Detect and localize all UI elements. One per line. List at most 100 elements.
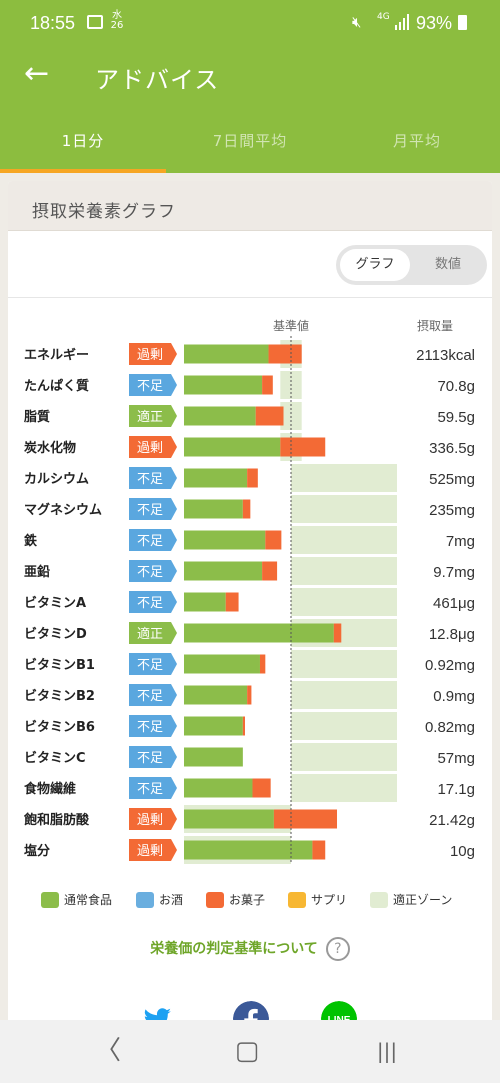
snack-bar [242,716,245,736]
legend-swatch [370,891,388,908]
status-label: 不足 [137,720,163,735]
amount-value: 336.5g [429,440,475,457]
nutrient-name: 飽和脂肪酸 [23,812,90,828]
nutrient-card: 摂取栄養素グラフ グラフ 数値 基準値 摂取量 エネルギー 過剰 2113kcal たんぱ… [8,181,492,1081]
snack-bar [247,685,252,705]
nutrient-name: 鉄 [24,533,37,549]
app-bar: ← アドバイス [0,48,500,110]
amount-value: 10g [450,843,475,860]
status-badge [129,808,177,830]
food-bar [184,778,253,798]
legend-item: お菓子 [206,891,265,908]
status-label: 過剰 [137,441,163,456]
amount-value: 0.82mg [425,719,475,736]
help-icon[interactable]: ? [325,937,350,961]
status-badge [129,560,177,582]
status-badge [129,467,177,489]
food-bar [184,437,281,457]
amount-value: 12.8μg [429,626,475,643]
legend-label: お菓子 [229,893,266,907]
nutrient-name: 炭水化物 [24,440,76,456]
status-label: 不足 [137,534,163,549]
legend-swatch [288,891,306,908]
legend-swatch [136,891,154,908]
food-bar [184,716,243,736]
food-bar [184,530,266,550]
legend-item: サプリ [288,891,347,908]
nutrient-name: 塩分 [24,843,50,859]
nutrient-name: カルシウム [24,472,89,487]
status-badge [129,839,177,861]
nutrient-name: ビタミンB2 [24,688,95,704]
food-bar [184,375,263,395]
status-label: 過剰 [137,844,163,859]
snack-bar [280,437,326,457]
legend-item: お酒 [136,891,183,908]
battery-level: 93% [415,13,452,33]
zone-bar [291,526,397,554]
status-badge [129,684,177,706]
snack-bar [312,840,326,860]
snack-bar [252,778,271,798]
status-label: 過剰 [137,348,163,363]
nav-recents-icon[interactable]: ||| [376,1039,398,1063]
status-badge [129,591,177,613]
tab-7day-average[interactable]: 7日間平均 [212,132,288,150]
nutrient-name: エネルギー [24,347,89,363]
status-time: 18:55 [30,13,76,33]
snack-bar [262,561,278,581]
chart-legend: 通常食品 お酒 お菓子 サプリ 適正ゾーン [8,891,492,911]
nutrient-name: ビタミンB6 [24,719,95,735]
signal-icon [395,14,409,30]
zone-bar [291,743,397,771]
status-label: 過剰 [137,813,163,828]
status-badge [129,777,177,799]
amount-value: 0.92mg [425,657,475,674]
graph-view-button[interactable]: グラフ [340,249,410,281]
food-bar [184,468,248,488]
tab-monthly-average[interactable]: 月平均 [392,132,441,150]
status-label: 不足 [137,503,163,518]
status-label: 不足 [137,658,163,673]
food-bar [184,344,269,364]
food-bar [184,623,334,643]
number-view-button[interactable]: 数値 [434,257,461,272]
amount-value: 70.8g [437,378,475,395]
food-bar [184,406,256,426]
criteria-link[interactable]: 栄養価の判定基準について? [8,937,492,961]
zone-bar [291,588,397,616]
nav-home-icon[interactable]: ▢ [234,1036,260,1066]
back-arrow-icon[interactable]: ← [24,56,50,91]
nutrient-name: ビタミンC [24,750,86,766]
battery-icon [458,15,467,30]
snack-bar [262,375,273,395]
criteria-link-text[interactable]: 栄養価の判定基準について [150,941,318,957]
nav-back-icon[interactable]: 〈 [94,1036,121,1066]
status-label: 不足 [137,472,163,487]
amount-value: 9.7mg [433,564,475,581]
snack-bar [273,809,338,829]
snack-bar [268,344,302,364]
food-bar [184,809,274,829]
calendar-icon: 水 26 [110,11,124,31]
legend-swatch [41,891,59,908]
status-bar: 18:55 水 26 🔇︎ 4G 93% [0,0,500,48]
status-badge [129,498,177,520]
network-type: 4G [377,12,390,22]
status-label: 適正 [137,626,163,642]
status-badge [129,746,177,768]
legend-item: 適正ゾーン [370,891,452,908]
snack-bar [247,468,258,488]
nutrient-name: たんぱく質 [24,378,89,394]
period-tabs: 1日分 7日間平均 月平均 [0,110,500,173]
calendar-weekday: 水 [112,10,122,21]
amount-value: 2113kcal [416,347,475,364]
legend-swatch [206,891,224,908]
legend-item: 通常食品 [41,891,112,908]
nutrient-name: ビタミンD [24,626,87,642]
status-badge [129,622,177,644]
zone-bar [291,681,397,709]
food-bar [184,654,260,674]
reference-header: 基準値 [273,318,309,333]
tab-1day[interactable]: 1日分 [0,110,166,173]
